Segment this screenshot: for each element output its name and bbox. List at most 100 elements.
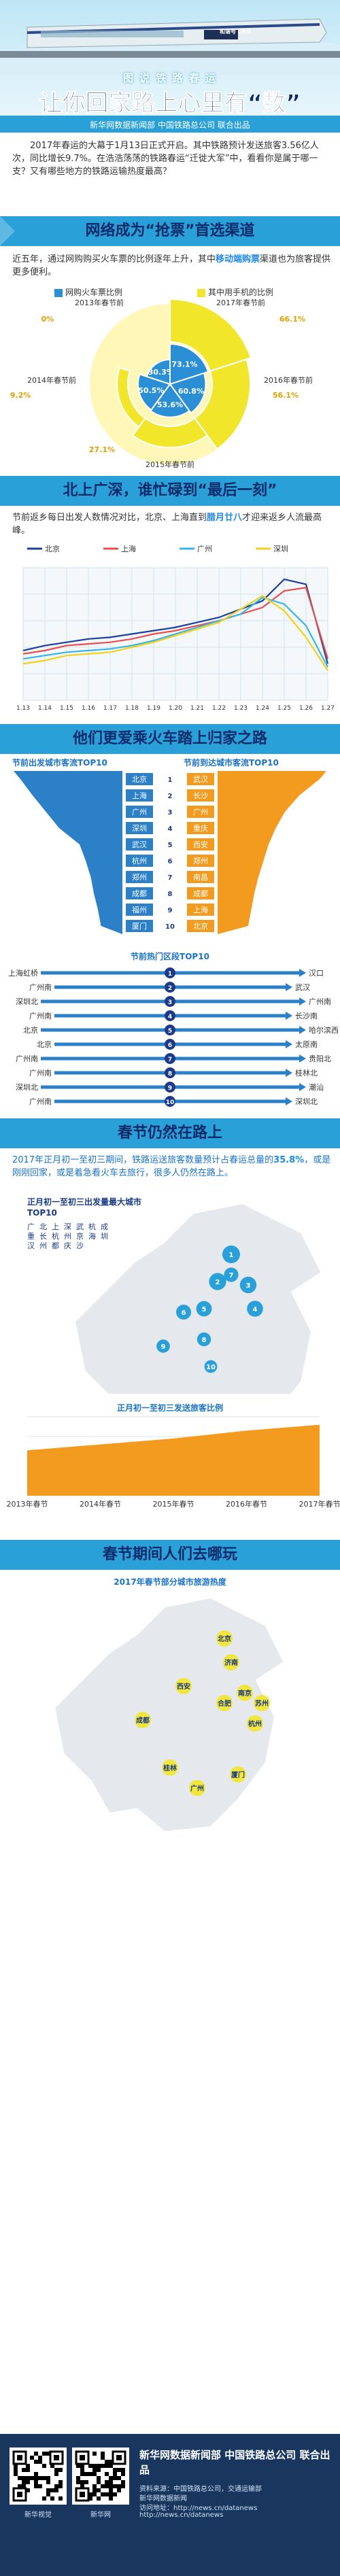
depart-pill-4 xyxy=(126,838,153,851)
map1-marker-label-1: 2 xyxy=(216,1279,220,1286)
map2-hot-9 xyxy=(230,1766,246,1783)
rank-8: 9 xyxy=(168,907,173,914)
section-band-4: 春节仍然在路上 xyxy=(0,1118,340,1148)
qr2-cell xyxy=(92,2492,97,2496)
qr2-cell xyxy=(117,2488,121,2492)
route-rank-bg-5 xyxy=(165,1039,175,1050)
route-from-8: 深圳北 xyxy=(16,1083,38,1092)
qr2-cell xyxy=(97,2464,101,2468)
online-sector-3 xyxy=(169,372,207,414)
year-label-1: 2014年春节前 xyxy=(27,375,76,385)
legend-b-label: 其中用手机的比例 xyxy=(208,288,274,297)
map2-city-8: 桂林 xyxy=(163,1764,177,1772)
route-rank-9: 10 xyxy=(166,1099,175,1106)
arrive-city-9: 北京 xyxy=(193,921,208,931)
online-label-1: 50.5% xyxy=(138,386,164,395)
route-rank-4: 5 xyxy=(168,1028,172,1035)
route-arrow-6 xyxy=(299,1054,306,1063)
depart-pill-8 xyxy=(126,904,153,916)
sec4-desc-post: ，或是刚刚回家，或是着急看火车去旅行，很多人仍然在路上。 xyxy=(12,1155,331,1178)
qr2-finder-core-2 xyxy=(80,2492,85,2497)
qr2-cell xyxy=(88,2496,92,2501)
qr2-cell xyxy=(80,2484,84,2488)
qr2-cell xyxy=(92,2488,97,2492)
qr1-cell xyxy=(46,2488,50,2492)
qr1-cell xyxy=(34,2460,38,2464)
qr2-cell xyxy=(80,2480,84,2484)
qr1-cell xyxy=(14,2472,18,2476)
qr2-cell xyxy=(109,2488,113,2492)
qr1-cell xyxy=(26,2468,30,2472)
qr2-cell xyxy=(113,2484,117,2488)
route-from-6: 广州南 xyxy=(16,1054,38,1063)
qr2-cell xyxy=(109,2460,113,2464)
section-title-4: 春节仍然在路上 xyxy=(117,1124,222,1141)
route-arrow-8 xyxy=(299,1083,306,1091)
area-x-tick-1: 2014年春节 xyxy=(80,1499,121,1509)
mobile-ring-1 xyxy=(116,366,146,428)
section-band-1: 网络成为“抢票”首选渠道 xyxy=(0,216,340,246)
routes-list: 1 上海虹桥 汉口 2 广州南 武汉 3 深圳北 广州南 4 广州南 长沙南 5 北京 哈尔滨西 6 北京 太原南… xyxy=(0,964,340,1111)
line-chart: 北京 上海 广州 深圳 1.13 1.14 1.15 1.16 1.17 1.18 1.19 1.20… xyxy=(16,544,335,712)
qr2-cell xyxy=(101,2492,105,2496)
area-x-tick-2: 2015年春节 xyxy=(153,1499,194,1509)
depart-city-8: 福州 xyxy=(132,905,147,914)
sec1-desc: 近五年，通过网购购买火车票的比例逐年上升，其中移动端购票渠道也为旅客提供更多便利… xyxy=(12,253,332,279)
qr1-cell xyxy=(34,2480,38,2484)
rank-2: 3 xyxy=(168,809,173,817)
qr1-cell xyxy=(50,2464,54,2468)
map2-city-0: 北京 xyxy=(218,1634,231,1643)
map2-city-10: 广州 xyxy=(190,1784,204,1793)
year-label-0: 2013年春节前 xyxy=(75,298,124,307)
qr2-cell xyxy=(88,2492,92,2496)
route-arrow-9 xyxy=(286,1097,292,1105)
year-label-3: 2016年春节前 xyxy=(264,375,313,385)
qr2-cell xyxy=(97,2480,101,2484)
route-rank-bg-3 xyxy=(165,1010,175,1021)
depart-city-5: 杭州 xyxy=(132,856,147,865)
qr1-cell xyxy=(38,2484,42,2488)
map2-hot-0 xyxy=(216,1630,233,1647)
map1-marker-label-9: 10 xyxy=(206,1364,216,1371)
qr1-cell xyxy=(50,2488,54,2492)
route-arrow-7 xyxy=(286,1069,292,1077)
x-tick-5: 1.18 xyxy=(125,705,139,712)
map2-hot-8 xyxy=(162,1759,178,1776)
qr2-cell xyxy=(121,2468,125,2472)
qr2-cell xyxy=(109,2464,113,2468)
area-x-tick-0: 2013年春节 xyxy=(7,1499,48,1509)
arrive-city-6: 南昌 xyxy=(193,873,208,882)
qr2-cell xyxy=(101,2484,105,2488)
qr1-cell xyxy=(38,2476,42,2480)
section-title-2: 北上广深，谁忙碌到“最后一刻” xyxy=(63,482,277,499)
qr1-cell xyxy=(42,2476,46,2480)
qr2-cell xyxy=(105,2460,109,2464)
qr2-cell xyxy=(117,2476,121,2480)
map1-marker-label-3: 4 xyxy=(253,1306,258,1313)
x-tick-3: 1.16 xyxy=(82,705,95,712)
route-rank-bg-7 xyxy=(165,1067,175,1078)
map2-hot-1 xyxy=(223,1654,239,1670)
qr1-cell xyxy=(58,2480,63,2484)
online-sector-4 xyxy=(169,343,209,385)
qr2-cell xyxy=(105,2464,109,2468)
qr2-cell xyxy=(109,2496,113,2501)
route-to-1: 武汉 xyxy=(295,983,310,992)
route-from-5: 北京 xyxy=(37,1040,52,1049)
arrive-pill-1 xyxy=(187,789,214,802)
route-rank-5: 6 xyxy=(168,1042,172,1049)
sec1-desc-highlight: 移动端购票 xyxy=(216,254,260,264)
route-rank-bg-4 xyxy=(165,1025,175,1035)
year-label-2: 2015年春节前 xyxy=(146,460,194,469)
section-band-2: 北上广深，谁忙碌到“最后一刻” xyxy=(0,476,340,506)
mobile-pct-label-2: 27.1% xyxy=(89,445,115,454)
route-rank-bg-2 xyxy=(165,996,175,1007)
qr1-finder-core-2 xyxy=(17,2492,22,2497)
qr2-cell xyxy=(105,2484,109,2488)
qr2-cell xyxy=(109,2476,113,2480)
qr2-cell xyxy=(80,2472,84,2476)
map2-city-4: 合肥 xyxy=(217,1699,231,1708)
arrive-pill-6 xyxy=(187,871,214,883)
x-tick-14: 1.27 xyxy=(321,705,335,712)
